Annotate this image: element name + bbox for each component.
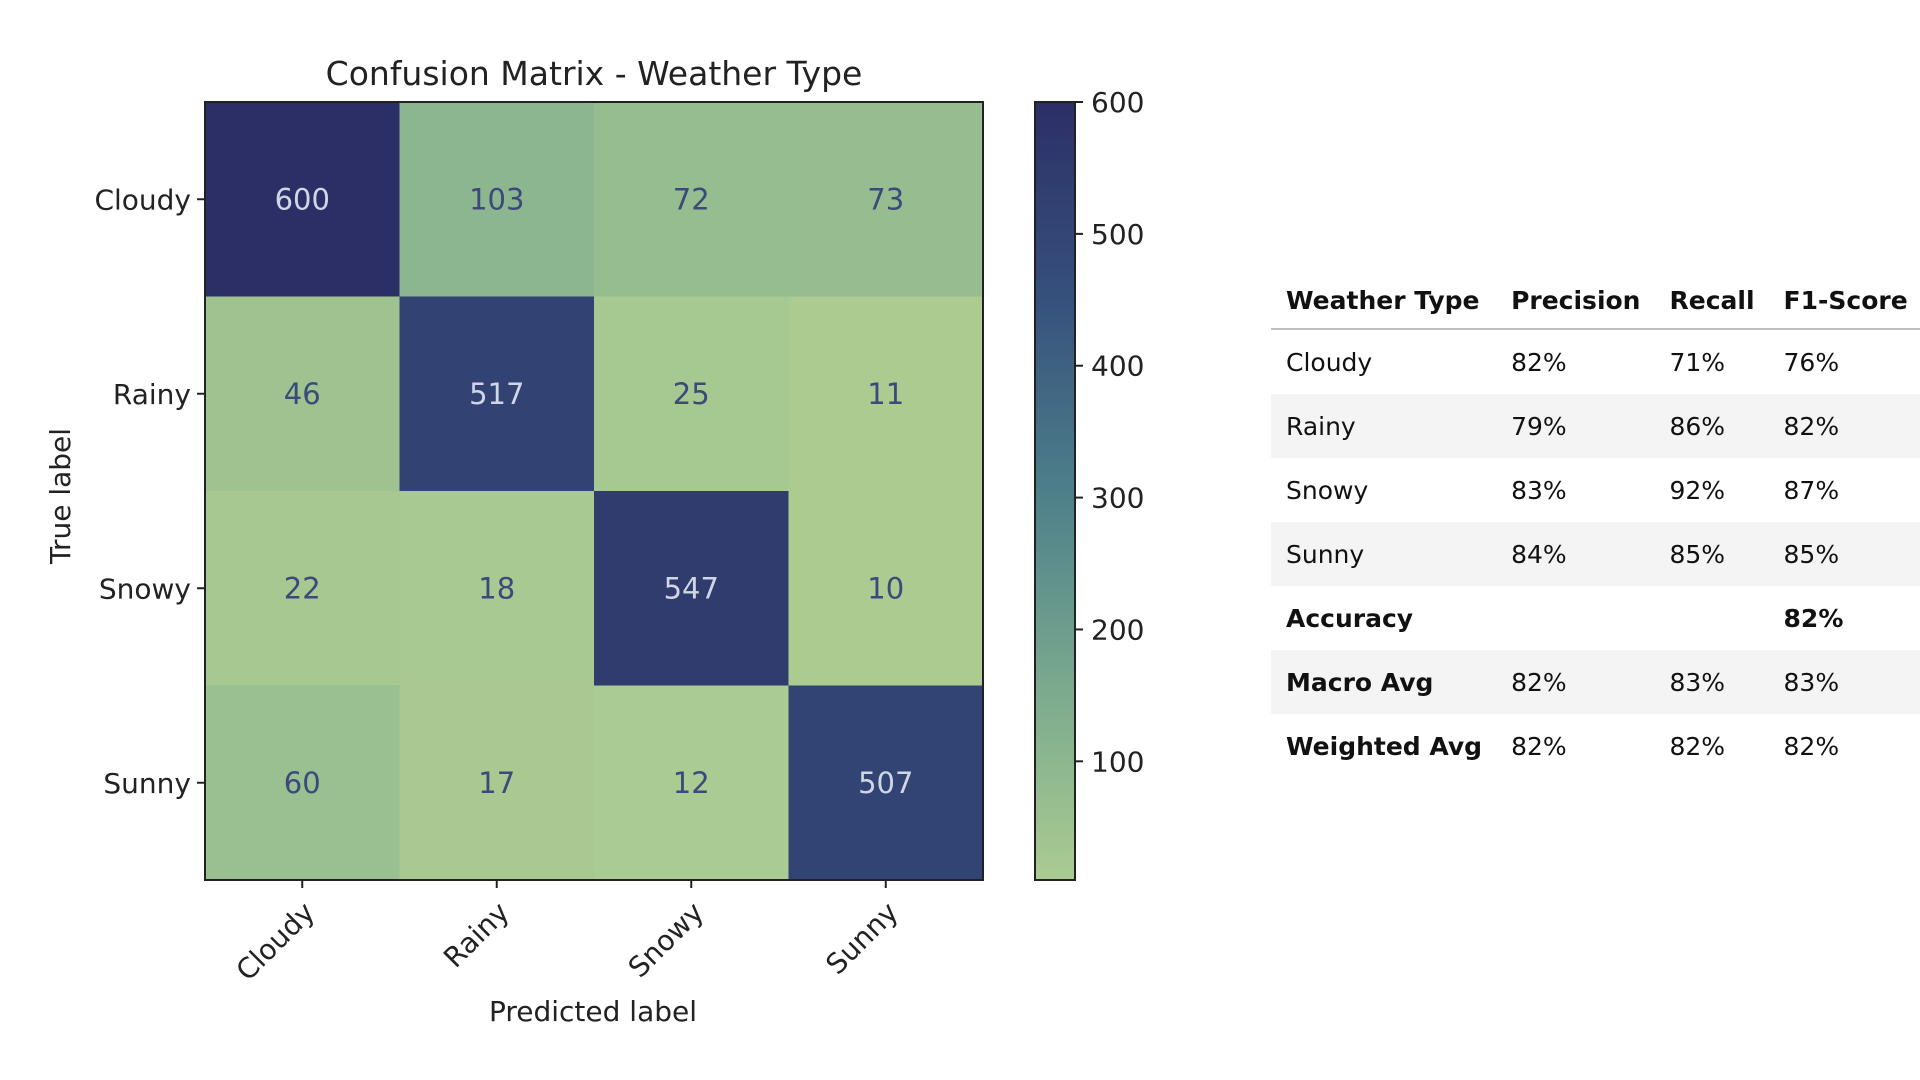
f1-cell: 82% [1783, 731, 1840, 761]
row-label: Accuracy [1286, 603, 1414, 633]
precision-cell [1496, 586, 1654, 650]
recall-cell: 82% [1669, 731, 1726, 761]
recall-cell: 85% [1654, 522, 1769, 586]
y-tick-label: Snowy [99, 572, 191, 605]
row-label: Rainy [1271, 394, 1497, 458]
x-tick-label: Sunny [819, 896, 904, 981]
cell-value-label: 17 [478, 766, 515, 800]
cell-value-label: 25 [673, 377, 710, 411]
heatmap-cell [788, 102, 984, 297]
f1-cell: 76% [1783, 347, 1840, 377]
colorbar-tick-label: 100 [1091, 745, 1144, 778]
f1-cell: 87% [1783, 475, 1840, 505]
row-label: Sunny [1271, 522, 1497, 586]
accuracy-row: Accuracy 82% [1271, 586, 1920, 650]
heatmap-cell [205, 491, 400, 686]
precision-cell: 83% [1511, 475, 1567, 505]
precision-cell: 82% [1511, 347, 1567, 377]
y-tick-label: Rainy [113, 378, 191, 411]
heatmap-cell [399, 102, 595, 297]
table-row: Snowy 83% 92% 87% [1271, 458, 1920, 522]
f1-cell: 82% [1768, 394, 1920, 458]
header-precision: Precision [1496, 272, 1655, 330]
colorbar-tick-label: 600 [1091, 86, 1144, 119]
x-tick-label: Cloudy [230, 896, 322, 988]
precision-cell: 82% [1496, 650, 1655, 714]
y-axis-label: True label [44, 428, 77, 565]
cell-value-label: 72 [673, 182, 710, 216]
x-tick-label: Rainy [437, 896, 516, 975]
table-row: Sunny 84% 85% 85% [1271, 522, 1920, 586]
table-row: Rainy 79% 86% 82% [1271, 394, 1920, 458]
y-tick-label: Sunny [103, 767, 191, 800]
cell-value-label: 547 [664, 571, 719, 605]
y-tick-label: Cloudy [94, 183, 191, 216]
row-label: Snowy [1286, 475, 1369, 505]
heatmap-cell [399, 685, 595, 881]
cell-value-label: 12 [673, 766, 710, 800]
table-row: Cloudy 82% 71% 76% [1271, 329, 1920, 394]
f1-cell: 82% [1783, 603, 1844, 633]
plot-frame [204, 101, 984, 881]
colorbar-tick-label: 200 [1091, 613, 1144, 646]
table-header-row: Weather Type Precision Recall F1-Score [1271, 272, 1920, 330]
precision-cell: 82% [1511, 731, 1567, 761]
recall-cell [1654, 586, 1768, 650]
recall-cell: 83% [1654, 650, 1769, 714]
cell-value-label: 60 [284, 766, 321, 800]
macro-avg-row: Macro Avg 82% 83% 83% [1271, 650, 1920, 714]
confusion-matrix-chart: Confusion Matrix - Weather Type 600 103 72… [44, 54, 1144, 1028]
heatmap-cell [788, 296, 984, 492]
heatmap-cell [594, 102, 789, 297]
heatmap-cell [788, 491, 984, 686]
heatmap-cell [205, 296, 400, 492]
heatmap-cell [788, 685, 984, 881]
colorbar-tick-label: 400 [1091, 350, 1144, 383]
cell-value-label: 73 [867, 182, 904, 216]
heatmap-cell [205, 685, 400, 881]
f1-cell: 83% [1768, 650, 1920, 714]
row-label: Weighted Avg [1286, 731, 1483, 761]
colorbar-tick-label: 500 [1091, 218, 1144, 251]
precision-cell: 79% [1496, 394, 1655, 458]
row-label: Cloudy [1286, 347, 1373, 377]
heatmap-cell [594, 296, 789, 492]
cell-value-label: 10 [867, 571, 904, 605]
classification-metrics-table: Weather Type Precision Recall F1-Score C… [1271, 272, 1920, 778]
heatmap-cell [205, 102, 400, 297]
cell-value-label: 11 [867, 377, 904, 411]
heatmap-cell [399, 296, 595, 492]
chart-title: Confusion Matrix - Weather Type [326, 54, 863, 93]
precision-cell: 84% [1496, 522, 1655, 586]
cell-value-label: 507 [858, 766, 913, 800]
cell-value-label: 22 [284, 571, 321, 605]
colorbar-tick-label: 300 [1091, 482, 1144, 515]
f1-cell: 85% [1768, 522, 1920, 586]
cell-value-label: 18 [478, 571, 515, 605]
heatmap-cell [399, 491, 595, 686]
recall-cell: 92% [1669, 475, 1726, 505]
cell-value-label: 46 [284, 377, 321, 411]
heatmap-cell [594, 685, 789, 881]
weighted-avg-row: Weighted Avg 82% 82% 82% [1271, 714, 1920, 778]
recall-cell: 71% [1669, 347, 1726, 377]
recall-cell: 86% [1654, 394, 1769, 458]
header-weather-type: Weather Type [1271, 272, 1497, 330]
x-tick-label: Snowy [622, 896, 710, 984]
cell-value-label: 103 [469, 182, 524, 216]
cell-value-label: 517 [469, 377, 524, 411]
header-recall: Recall [1654, 272, 1769, 330]
row-label: Macro Avg [1271, 650, 1497, 714]
colorbar [1034, 101, 1076, 881]
cell-value-label: 600 [275, 182, 330, 216]
header-f1-score: F1-Score [1768, 272, 1920, 330]
x-axis-label: Predicted label [489, 995, 697, 1028]
heatmap-cell [594, 491, 789, 686]
